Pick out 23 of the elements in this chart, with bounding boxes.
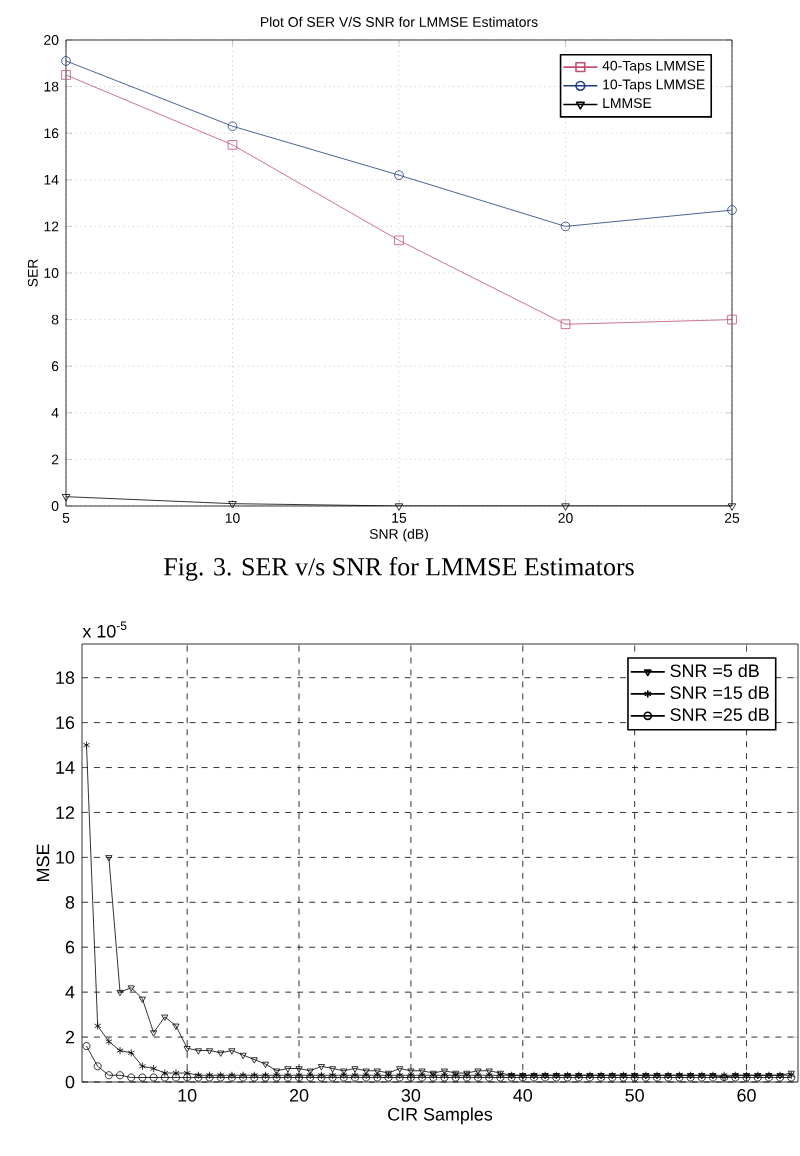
legend-label: SNR =15 dB: [670, 685, 769, 700]
y-tick-label: 16: [56, 716, 75, 729]
y-tick-label: 6: [65, 940, 75, 954]
y-tick-label: 10: [56, 851, 75, 864]
y-tick-label: 14: [56, 761, 75, 774]
y-tick-label: 4: [65, 985, 75, 999]
y-tick-label: 12: [56, 806, 75, 819]
caption: Fig. 3. SER v/s SNR for LMMSE Estimators: [164, 557, 634, 581]
x-tick-label: 20: [289, 1089, 309, 1102]
text: x 10$^{-5}$: [82, 621, 127, 638]
x-tick-label: 30: [401, 1089, 421, 1102]
legend-label: SNR =5 dB: [670, 663, 759, 678]
x-tick-label: 10: [178, 1089, 197, 1102]
y-tick-label: 0: [65, 1075, 75, 1089]
x-tick-label: 40: [513, 1089, 533, 1102]
x-tick-label: 60: [737, 1089, 756, 1102]
y-axis-title: MSE: [36, 844, 50, 881]
y-tick-label: 18: [56, 671, 75, 685]
y-tick-label: 2: [65, 1030, 75, 1044]
x-tick-label: 50: [625, 1089, 644, 1102]
y-tick-label: 8: [65, 895, 75, 909]
legend-label: SNR =25 dB: [670, 707, 769, 722]
x-axis-title: CIR Samples: [388, 1107, 493, 1125]
